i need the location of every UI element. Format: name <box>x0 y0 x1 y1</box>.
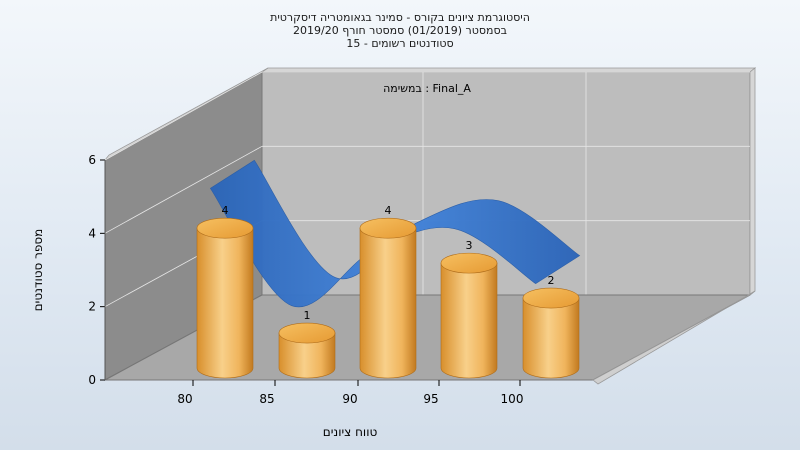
gridlines <box>104 71 750 308</box>
chart-title-line-3: סטודנטים רשומים - 15 <box>346 37 454 50</box>
bar-top-80 <box>196 217 254 239</box>
data-label-100: 2 <box>548 274 555 287</box>
bar-90 <box>359 217 417 379</box>
x-tick-label-3: 95 <box>423 392 438 406</box>
data-label-95: 3 <box>466 239 473 252</box>
bar-top-100 <box>522 287 580 309</box>
data-label-80: 4 <box>222 204 229 217</box>
bar-body-95 <box>440 262 498 379</box>
y-tick-label-1: 2 <box>88 300 96 314</box>
bar-body-90 <box>359 227 417 379</box>
bar-80 <box>196 217 254 379</box>
x-axis-label: טווח ציונים <box>322 425 378 439</box>
x-tick-label-0: 80 <box>177 392 192 406</box>
chart-title-line-1: היסטוגרמת ציונים בקורס - סמינר בגאומטריה… <box>270 11 530 24</box>
y-tick-label-3: 6 <box>88 153 96 167</box>
bar-95 <box>440 252 498 379</box>
bar-top-95 <box>440 252 498 274</box>
bar-85 <box>278 322 336 379</box>
back-wall-rim-top <box>260 67 757 73</box>
y-tick-label-0: 0 <box>88 373 96 387</box>
x-tick-label-1: 85 <box>259 392 274 406</box>
bar-body-80 <box>196 227 254 379</box>
data-label-90: 4 <box>385 204 392 217</box>
bar-top-90 <box>359 217 417 239</box>
back-wall <box>261 71 751 296</box>
bar-body-100 <box>522 297 580 379</box>
y-axis-label: מספר סטודנטים <box>31 228 45 312</box>
data-label-85: 1 <box>304 309 311 322</box>
x-tick-label-4: 100 <box>501 392 524 406</box>
grid-line-left-2 <box>104 145 263 234</box>
x-tick-label-2: 90 <box>342 392 357 406</box>
bar-body-85 <box>278 332 336 379</box>
back-wall-rim-right <box>749 67 756 296</box>
bar-top-85 <box>278 322 336 344</box>
chart-title-line-2: בסמסטר (01/2019) סמסטר חורף 2019/20 <box>293 24 507 37</box>
bar-100 <box>522 287 580 379</box>
task-annotation: במשימה : Final_A <box>383 82 471 95</box>
grid-line-left-3 <box>104 71 263 161</box>
floor-rim <box>592 290 756 385</box>
trend-ribbon <box>209 159 581 308</box>
y-tick-label-2: 4 <box>88 226 96 240</box>
